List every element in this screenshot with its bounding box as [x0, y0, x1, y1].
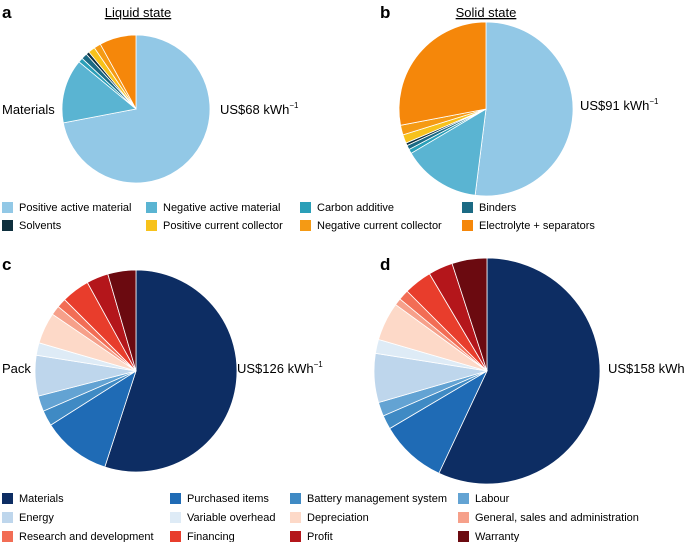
panel-label-c: c: [2, 255, 11, 274]
pie-slice-c-materials: [104, 269, 238, 473]
legend-bottom-swatch-battery-management-system: [290, 493, 301, 504]
legend-bottom-swatch-depreciation: [290, 512, 301, 523]
legend-top-label-binders: Binders: [479, 202, 517, 214]
legend-bottom-label-general-sales-and-administration: General, sales and administration: [475, 512, 639, 524]
cost-value-d: US$158 kWh: [608, 361, 685, 376]
cost-unit-exp-a: −1: [289, 101, 299, 110]
pie-slice-c-purchased-items: [50, 370, 137, 468]
pie-chart-b: [398, 21, 574, 197]
pie-slice-a-electrolyte-separators: [99, 34, 137, 110]
pie-slice-b-positive-active-material: [474, 21, 574, 197]
pie-chart-a: [61, 34, 211, 184]
legend-bottom-label-financing: Financing: [187, 531, 235, 542]
legend-top-swatch-positive-active-material: [2, 202, 13, 213]
pie-slice-d-materials: [438, 257, 601, 485]
legend-bottom-label-purchased-items: Purchased items: [187, 493, 269, 505]
legend-bottom-label-labour: Labour: [475, 493, 510, 505]
legend-bottom-label-research-and-development: Research and development: [19, 531, 154, 542]
legend-top-label-carbon-additive: Carbon additive: [317, 202, 394, 214]
legend-top-swatch-solvents: [2, 220, 13, 231]
legend-bottom-label-variable-overhead: Variable overhead: [187, 512, 275, 524]
legend-bottom-swatch-financing: [170, 531, 181, 542]
legend-bottom-swatch-warranty: [458, 531, 469, 542]
cost-label-d: US$158 kWh−1: [608, 360, 685, 376]
legend-bottom-label-battery-management-system: Battery management system: [307, 493, 447, 505]
legend-top-swatch-binders: [462, 202, 473, 213]
legend-bottom-swatch-general-sales-and-administration: [458, 512, 469, 523]
legend-bottom-swatch-research-and-development: [2, 531, 13, 542]
legend-bottom-swatch-profit: [290, 531, 301, 542]
legend-bottom-label-energy: Energy: [19, 512, 54, 524]
side-label-pack: Pack: [2, 361, 31, 376]
legend-top-swatch-positive-current-collector: [146, 220, 157, 231]
pie-slice-a-negative-active-material: [61, 61, 137, 124]
legend-top-label-positive-current-collector: Positive current collector: [163, 220, 283, 232]
legend-top-swatch-electrolyte-separators: [462, 220, 473, 231]
legend-top-label-negative-active-material: Negative active material: [163, 202, 280, 214]
cost-label-a: US$68 kWh−1: [220, 101, 299, 117]
pie-slice-c-warranty: [107, 269, 137, 372]
panel-title-a: Liquid state: [105, 5, 172, 20]
cost-value-b: US$91 kWh: [580, 98, 649, 113]
cost-value-a: US$68 kWh: [220, 102, 289, 117]
pie-slice-b-electrolyte-separators: [398, 21, 487, 126]
legend-top: Positive active material Negative active …: [2, 202, 595, 232]
legend-bottom-swatch-materials: [2, 493, 13, 504]
legend-bottom-swatch-variable-overhead: [170, 512, 181, 523]
legend-top-swatch-negative-current-collector: [300, 220, 311, 231]
pie-chart-d: [373, 257, 601, 485]
pie-chart-c: [34, 269, 238, 473]
side-label-materials: Materials: [2, 102, 55, 117]
legend-bottom-label-warranty: Warranty: [475, 531, 520, 542]
legend-top-swatch-negative-active-material: [146, 202, 157, 213]
legend-bottom-label-depreciation: Depreciation: [307, 512, 369, 524]
panel-label-b: b: [380, 3, 390, 22]
panel-label-d: d: [380, 255, 390, 274]
legend-bottom: Materials Purchased items Battery manageme…: [2, 493, 639, 542]
pie-slice-d-warranty: [451, 257, 488, 372]
cost-unit-exp-c: −1: [314, 360, 324, 369]
legend-bottom-label-profit: Profit: [307, 531, 333, 542]
legend-top-swatch-carbon-additive: [300, 202, 311, 213]
pie-slice-b-negative-active-material: [410, 108, 487, 196]
cost-unit-exp-b: −1: [649, 97, 659, 106]
panel-label-a: a: [2, 3, 12, 22]
legend-bottom-swatch-purchased-items: [170, 493, 181, 504]
cost-label-c: US$126 kWh−1: [237, 360, 323, 376]
pie-slice-a-positive-active-material: [62, 34, 211, 184]
legend-bottom-swatch-labour: [458, 493, 469, 504]
legend-top-label-solvents: Solvents: [19, 220, 62, 232]
legend-top-label-negative-current-collector: Negative current collector: [317, 220, 442, 232]
legend-top-label-positive-active-material: Positive active material: [19, 202, 132, 214]
cost-value-c: US$126 kWh: [237, 361, 314, 376]
legend-top-label-electrolyte-separators: Electrolyte + separators: [479, 220, 595, 232]
cost-label-b: US$91 kWh−1: [580, 97, 659, 113]
legend-bottom-label-materials: Materials: [19, 493, 64, 505]
legend-bottom-swatch-energy: [2, 512, 13, 523]
panel-title-b: Solid state: [456, 5, 517, 20]
